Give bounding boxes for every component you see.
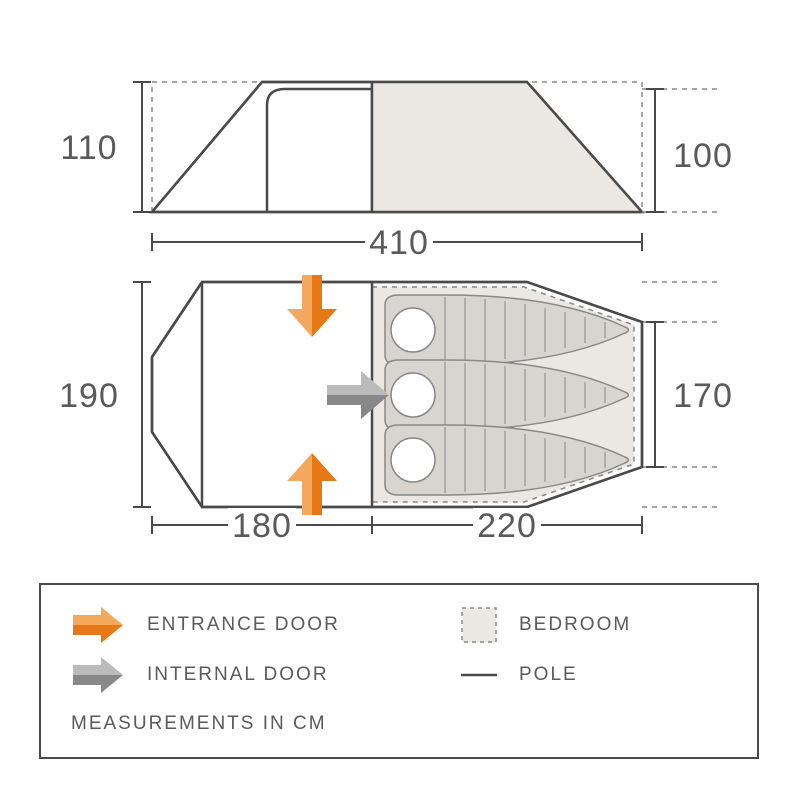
svg-text:170: 170 [673, 377, 733, 415]
legend-pole-label: POLE [519, 664, 578, 686]
legend-entrance-label: ENTRANCE DOOR [147, 614, 340, 636]
dim-100: 100 [646, 89, 733, 212]
legend-internal-label: INTERNAL DOOR [147, 664, 329, 686]
bedroom-icon [461, 607, 497, 643]
dim-220: 220 [372, 507, 642, 545]
dim-190: 190 [59, 282, 151, 507]
internal-door-icon [71, 657, 127, 693]
svg-text:180: 180 [232, 507, 292, 545]
pole-icon [461, 657, 497, 693]
svg-text:100: 100 [673, 137, 733, 175]
tent-diagram: 110 100 410 [27, 27, 773, 773]
dim-180: 180 [152, 507, 372, 545]
dim-110: 110 [60, 82, 151, 212]
entrance-door-icon [71, 607, 127, 643]
svg-text:220: 220 [477, 507, 537, 545]
side-elevation [152, 82, 721, 212]
legend: ENTRANCE DOOR BEDROOM INTERNAL DOOR POLE… [39, 583, 759, 759]
plan-view [152, 275, 721, 515]
dim-170: 170 [646, 322, 733, 467]
legend-note: MEASUREMENTS IN CM [71, 713, 327, 735]
svg-text:110: 110 [60, 129, 117, 167]
svg-text:190: 190 [59, 377, 119, 415]
dim-410: 410 [152, 224, 642, 262]
svg-text:410: 410 [369, 224, 429, 262]
legend-bedroom-label: BEDROOM [519, 614, 631, 636]
